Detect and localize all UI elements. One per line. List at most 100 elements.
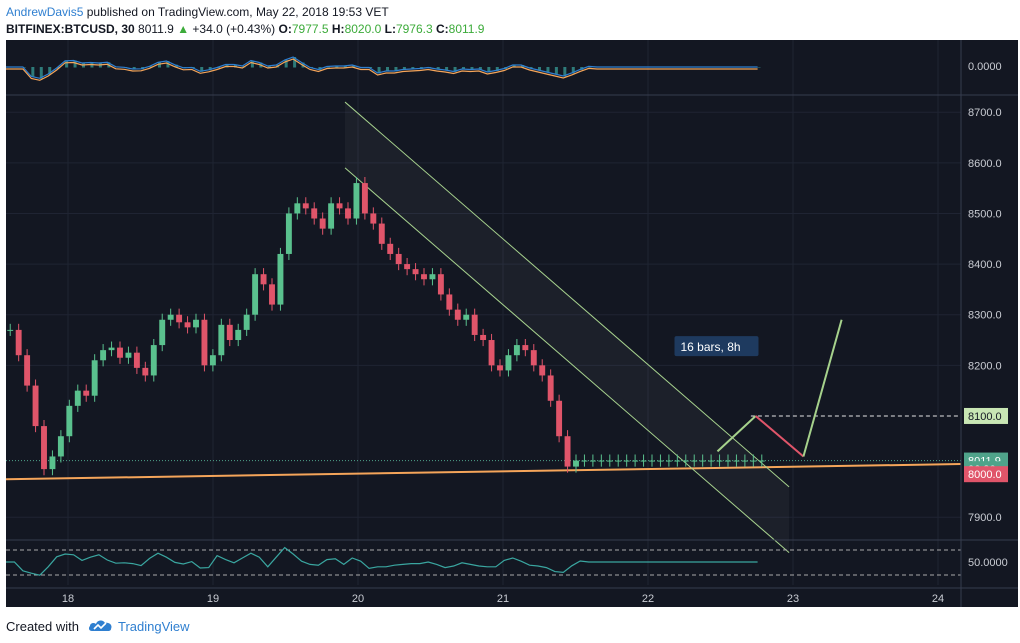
macd-histogram-bar <box>453 67 457 72</box>
macd-histogram-bar <box>267 66 271 68</box>
candle-body <box>252 274 259 315</box>
published-text: published on TradingView.com, May 22, 20… <box>86 5 389 19</box>
rally-arrow <box>802 319 843 457</box>
candle-body <box>615 460 622 462</box>
candle-body <box>319 218 326 229</box>
candle-body <box>57 436 64 457</box>
candle-body <box>125 352 132 358</box>
candle-body <box>260 274 267 285</box>
macd-histogram-bar <box>377 67 381 74</box>
candle-body <box>150 345 157 376</box>
x-tick-label: 21 <box>497 593 509 605</box>
high-label: H: <box>331 22 345 36</box>
candle-body <box>395 253 402 265</box>
candle-body <box>41 426 47 470</box>
y-tick-label: 7900.0 <box>968 512 1002 524</box>
macd-histogram-bar <box>757 67 761 68</box>
macd-histogram-bar <box>73 60 77 68</box>
macd-histogram-bar <box>284 60 288 68</box>
candle-body <box>117 347 123 358</box>
close-label: C: <box>435 22 449 36</box>
candle-body <box>691 460 698 462</box>
macd-histogram-bar <box>200 67 204 72</box>
candle-body <box>539 365 546 376</box>
support-line <box>5 463 962 481</box>
candle-body <box>353 183 360 219</box>
candle-body <box>725 460 731 462</box>
ohlc-legend: BITFINEX:BTCUSD, 30 8011.9 ▲ +34.0 (+0.4… <box>6 22 484 36</box>
x-tick-label: 20 <box>352 593 364 605</box>
macd-histogram-bar <box>158 62 161 68</box>
macd-histogram-bar <box>56 67 60 69</box>
candle-body <box>640 460 647 462</box>
price-chart[interactable]: 0.0000 16 bars, 8h 50.0000 18 19 20 21 22 23 2… <box>5 40 1018 607</box>
candle-body <box>437 274 444 295</box>
candle-body <box>421 274 427 280</box>
bars-range-label: 16 bars, 8h <box>681 340 741 354</box>
candle-body <box>49 456 56 470</box>
candle-body <box>176 314 183 323</box>
candle-body <box>100 350 107 361</box>
candle-body <box>758 460 765 462</box>
candle-body <box>66 405 73 437</box>
macd-histogram-bar <box>386 67 389 72</box>
y-tick-label: 8600.0 <box>968 158 1002 170</box>
channel_lower-line <box>344 167 790 554</box>
candle-body <box>83 390 90 396</box>
candle-body <box>716 460 723 462</box>
macd-histogram-bar <box>462 67 465 70</box>
candle-body <box>370 213 377 224</box>
candle-body <box>598 460 605 462</box>
candle-body <box>142 367 149 376</box>
y-tick-label: 8500.0 <box>968 208 1002 220</box>
candle-body <box>294 203 301 214</box>
candle-body <box>91 360 98 396</box>
last-price: 8011.9 <box>138 22 174 36</box>
candle-body <box>657 460 664 462</box>
candle-body <box>497 365 503 371</box>
macd-histogram-bar <box>132 67 136 70</box>
macd-histogram-bar <box>495 67 499 71</box>
macd-signal-line <box>6 58 758 81</box>
macd-histogram-bar <box>512 65 516 68</box>
candle-body <box>209 355 216 366</box>
y-tick-label: 8400.0 <box>968 259 1002 271</box>
candle-body <box>573 460 579 467</box>
chart-canvas[interactable]: 0.0000 16 bars, 8h 50.0000 18 19 20 21 22 23 2… <box>5 40 1018 607</box>
candle-body <box>682 460 689 462</box>
candle-body <box>488 340 495 366</box>
macd-histogram-bar <box>369 67 373 68</box>
candle-body <box>311 208 318 219</box>
candle-body <box>235 329 242 341</box>
macd-histogram-bar <box>293 57 297 68</box>
tradingview-cloud-icon[interactable] <box>88 617 114 635</box>
x-tick-label: 23 <box>787 593 799 605</box>
macd-histogram-bar <box>554 67 558 75</box>
support-price-tag: 8000.0 <box>968 469 1002 481</box>
macd-histogram-bar <box>191 67 195 68</box>
low-value: 7976.3 <box>395 22 433 36</box>
candle-body <box>522 345 529 351</box>
macd-histogram-bar <box>39 67 43 79</box>
candle-body <box>412 269 419 275</box>
candle-body <box>733 460 740 462</box>
macd-histogram-bar <box>208 67 212 71</box>
candle-body <box>480 334 487 341</box>
candle-body <box>505 355 512 371</box>
high-value: 8020.0 <box>344 22 382 36</box>
candle-body <box>15 329 22 356</box>
x-tick-label: 18 <box>62 593 74 605</box>
created-with-text: Created with <box>6 619 79 634</box>
macd-histogram-bar <box>65 60 69 68</box>
author-link[interactable]: AndrewDavis5 <box>6 5 84 19</box>
candle-body <box>184 322 191 328</box>
macd-histogram-bar <box>538 67 541 71</box>
rsi-value-label: 50.0000 <box>968 557 1008 569</box>
tradingview-brand[interactable]: TradingView <box>118 619 190 634</box>
macd-histogram-bar <box>470 67 474 70</box>
candle-body <box>674 460 681 462</box>
macd-histogram-bar <box>250 60 254 68</box>
candle-body <box>378 223 385 244</box>
macd-histogram-bar <box>487 67 491 73</box>
macd-histogram-bar <box>335 66 339 68</box>
